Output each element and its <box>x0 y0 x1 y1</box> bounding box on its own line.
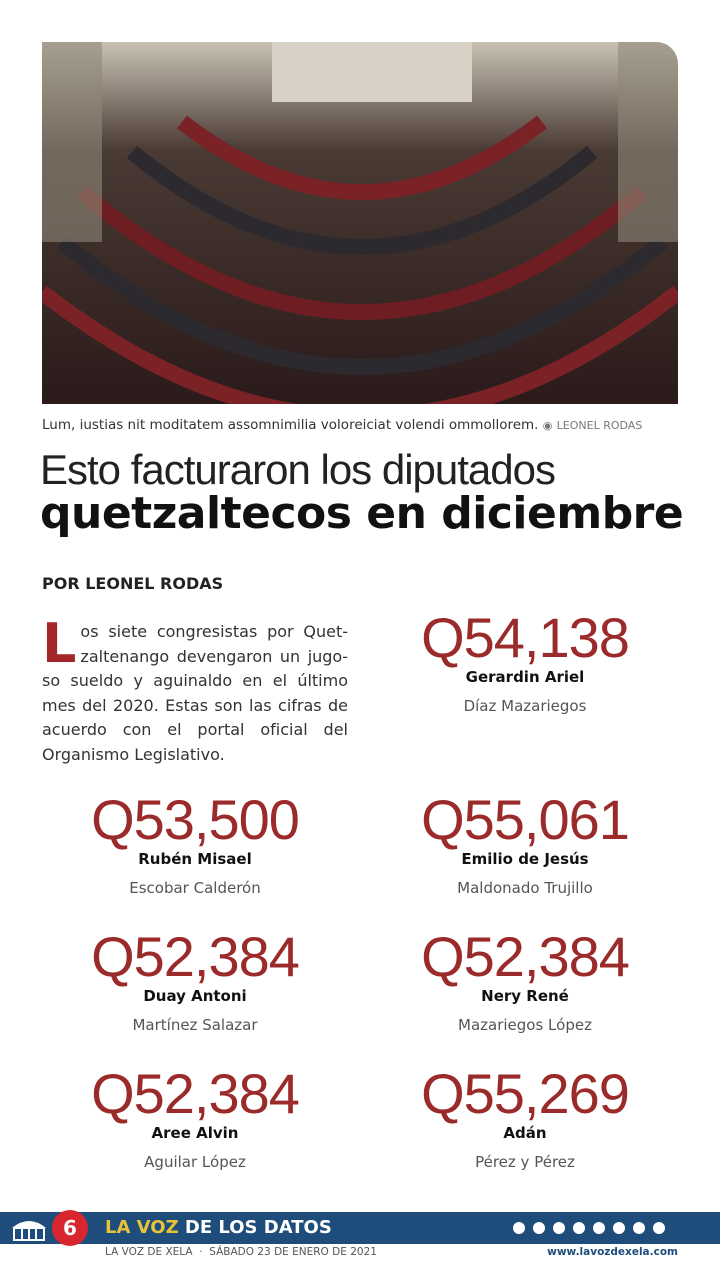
photo <box>42 42 678 404</box>
last-name: Díaz Mazariegos <box>463 697 587 715</box>
first-name: Rubén Misael <box>138 850 252 868</box>
section-b: DE LOS DATOS <box>184 1217 332 1238</box>
caption-text: Lum, iustias nit moditatem assomnimilia … <box>42 417 539 433</box>
title-light: Esto facturaron los diputados <box>40 446 556 493</box>
last-name: Martínez Salazar <box>132 1016 258 1034</box>
byline: POR LEONEL RODAS <box>42 574 224 593</box>
photo-credit: LEONEL RODAS <box>556 419 643 432</box>
website[interactable]: www.lavozdexela.com <box>547 1246 678 1258</box>
last-name: Mazariegos López <box>458 1016 592 1034</box>
intro-text: os siete congresistas por Quet­zaltenang… <box>42 622 348 764</box>
amount: Q53,500 <box>91 788 300 851</box>
page-number: 6 <box>52 1210 88 1246</box>
amount: Q52,384 <box>421 925 630 988</box>
title-bold: quetzaltecos en diciembre <box>40 488 684 539</box>
logo <box>12 1221 46 1241</box>
social-icons <box>513 1222 665 1234</box>
first-name: Nery René <box>481 987 569 1005</box>
amount: Q55,269 <box>421 1062 630 1125</box>
last-name: Escobar Calderón <box>129 879 261 897</box>
last-name: Maldonado Trujillo <box>457 879 593 897</box>
amount: Q52,384 <box>91 1062 300 1125</box>
edition: LA VOZ DE XELA · SÁBADO 23 DE ENERO DE 2… <box>105 1246 377 1258</box>
amount: Q52,384 <box>91 925 300 988</box>
first-name: Emilio de Jesús <box>461 850 589 868</box>
amount: Q55,061 <box>421 788 630 851</box>
footer-bar: 6 LA VOZ DE LOS DATOS <box>0 1210 720 1246</box>
first-name: Adán <box>503 1124 547 1142</box>
amount: Q54,138 <box>421 606 630 669</box>
first-name: Duay Antoni <box>143 987 247 1005</box>
first-name: Gerardin Ariel <box>465 668 585 686</box>
section-a: LA VOZ <box>105 1217 179 1238</box>
last-name: Pérez y Pérez <box>475 1153 575 1171</box>
drop-cap: L <box>42 612 77 675</box>
camera-icon: ◉ <box>542 419 553 432</box>
caption: Lum, iustias nit moditatem assomnimilia … <box>42 417 642 433</box>
first-name: Aree Alvin <box>151 1124 239 1142</box>
last-name: Aguilar López <box>144 1153 246 1171</box>
